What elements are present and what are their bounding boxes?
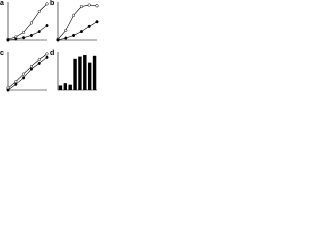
- series-line: [7, 3, 48, 40]
- bar: [92, 55, 97, 90]
- panel-label: a: [0, 0, 4, 7]
- bar: [78, 56, 82, 90]
- marker: [79, 30, 83, 34]
- bar: [63, 83, 68, 90]
- marker: [45, 24, 49, 28]
- figure: a b c d: [0, 0, 99, 92]
- marker: [29, 33, 33, 37]
- marker: [29, 64, 33, 68]
- marker: [45, 55, 49, 59]
- marker: [79, 5, 83, 9]
- marker: [14, 82, 18, 86]
- marker: [64, 28, 68, 33]
- marker: [37, 58, 41, 62]
- marker: [22, 30, 26, 34]
- marker: [72, 33, 76, 37]
- marker: [6, 38, 10, 42]
- axis-a: [7, 2, 47, 41]
- marker: [29, 21, 33, 25]
- series-line: [7, 53, 48, 89]
- marker: [45, 2, 49, 6]
- marker: [56, 38, 60, 42]
- marker: [87, 3, 91, 7]
- bar: [68, 84, 72, 90]
- marker: [64, 36, 68, 40]
- marker: [72, 13, 76, 17]
- marker: [22, 72, 26, 76]
- bar: [73, 58, 77, 90]
- marker: [29, 67, 33, 71]
- series-line: [57, 4, 98, 40]
- marker: [37, 9, 41, 14]
- marker: [14, 80, 18, 84]
- panel-label: b: [50, 0, 54, 7]
- axis-b: [57, 2, 97, 41]
- marker: [45, 52, 49, 56]
- marker: [95, 20, 99, 24]
- marker: [6, 88, 10, 92]
- axis-c: [7, 52, 47, 91]
- bar: [83, 55, 87, 90]
- marker: [22, 76, 26, 80]
- panel-label: d: [50, 50, 54, 57]
- marker: [87, 24, 91, 28]
- series-line: [7, 57, 48, 91]
- marker: [22, 36, 26, 40]
- bar: [87, 62, 92, 90]
- marker: [37, 30, 41, 34]
- marker: [37, 61, 41, 65]
- panel-label: c: [0, 50, 4, 57]
- marker: [95, 4, 99, 8]
- bar: [58, 85, 63, 90]
- marker: [14, 37, 18, 41]
- series-line: [57, 21, 98, 41]
